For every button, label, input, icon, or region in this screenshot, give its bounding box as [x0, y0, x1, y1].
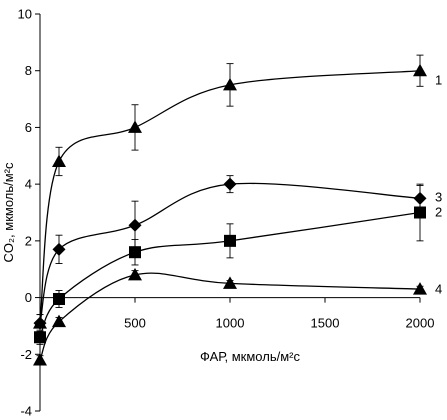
x-tick-label: 2000 — [406, 316, 435, 331]
data-point-triangle — [52, 154, 66, 167]
series-1 — [33, 54, 427, 333]
y-tick-label: 6 — [25, 120, 32, 135]
data-point-triangle — [223, 77, 237, 91]
data-point-triangle — [128, 267, 142, 281]
data-point-square — [224, 234, 236, 247]
data-point-square — [129, 246, 141, 259]
x-tick-label: 500 — [124, 316, 146, 331]
series-label: 1 — [435, 73, 442, 88]
axes: -4 -2 0 2 4 6 8 10 500 1000 1500 2000 — [18, 7, 435, 419]
series-layer — [33, 54, 427, 366]
data-point-triangle — [223, 276, 237, 289]
y-tick-label: 2 — [25, 233, 32, 248]
data-point-diamond — [223, 177, 237, 191]
data-point-triangle — [52, 314, 66, 328]
y-tick-label: 10 — [18, 7, 32, 22]
y-axis-title: CO₂, мкмоль/м²с — [1, 162, 16, 263]
data-point-square — [414, 206, 426, 219]
x-axis-title: ФАР, мкмоль/м²с — [200, 349, 300, 364]
data-point-triangle — [413, 282, 427, 295]
y-tick-label: 4 — [25, 177, 32, 192]
series-label: 4 — [435, 282, 442, 297]
data-point-square — [34, 331, 46, 344]
y-tick-label: -2 — [20, 347, 32, 362]
data-point-square — [53, 292, 65, 305]
data-point-diamond — [52, 242, 66, 256]
y-tick-label: 8 — [25, 63, 32, 78]
series-line — [39, 182, 421, 324]
data-point-triangle — [413, 63, 427, 77]
data-point-triangle — [33, 352, 47, 366]
y-tick-label: 0 — [25, 290, 32, 305]
x-tick-label: 1000 — [216, 316, 245, 331]
series-label: 3 — [435, 189, 442, 204]
data-point-triangle — [128, 120, 142, 133]
y-tick-label: -4 — [20, 404, 32, 419]
labels-layer: 1 32 4 — [435, 73, 442, 297]
x-tick-label: 1500 — [311, 316, 340, 331]
series-4 — [33, 267, 427, 366]
series-label: 2 — [435, 205, 442, 220]
series-2 — [34, 183, 426, 345]
data-point-diamond — [128, 218, 142, 232]
